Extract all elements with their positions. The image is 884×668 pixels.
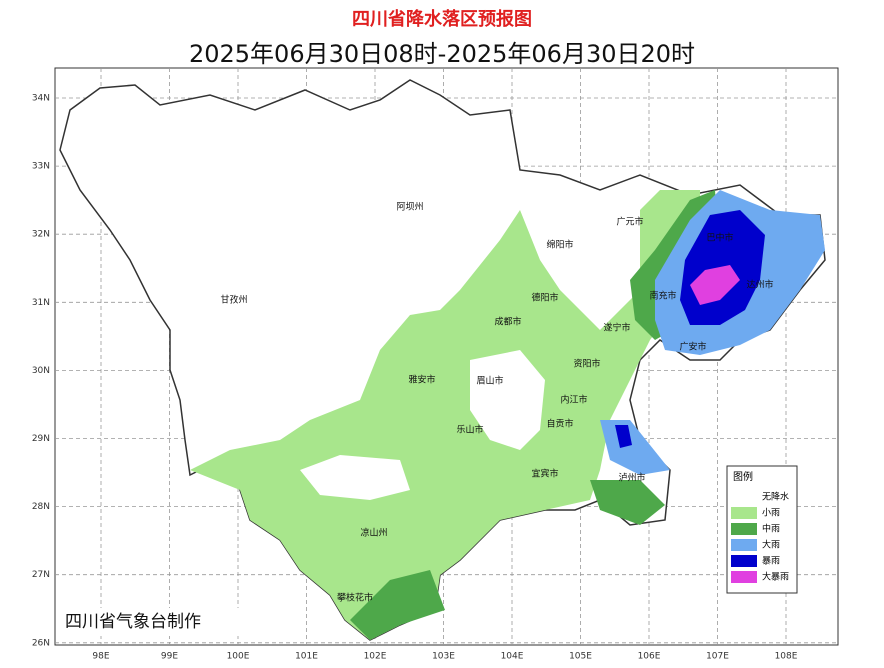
city-label: 阿坝州 bbox=[396, 202, 423, 213]
legend-swatch bbox=[731, 523, 757, 535]
legend-swatch bbox=[731, 539, 757, 551]
city-label: 凉山州 bbox=[360, 527, 387, 539]
credit: 四川省气象台制作 bbox=[65, 612, 201, 632]
legend-swatch bbox=[731, 555, 757, 567]
city-label: 巴中市 bbox=[706, 232, 733, 244]
city-label: 甘孜州 bbox=[220, 294, 247, 306]
legend-label: 无降水 bbox=[762, 491, 789, 503]
city-label: 宜宾市 bbox=[531, 468, 558, 480]
lon-label: 108E bbox=[775, 652, 798, 662]
no-rain-hole bbox=[300, 455, 410, 500]
lat-label: 30N bbox=[32, 366, 50, 376]
no-rain-hole bbox=[470, 350, 545, 450]
legend-swatch bbox=[731, 491, 757, 503]
lon-label: 99E bbox=[161, 652, 178, 662]
city-label: 遂宁市 bbox=[603, 322, 630, 334]
credit-bg bbox=[60, 608, 240, 636]
city-label: 达州市 bbox=[746, 279, 773, 291]
city-label: 南充市 bbox=[649, 290, 676, 302]
light-rain-area bbox=[190, 190, 700, 640]
lat-label: 31N bbox=[32, 298, 50, 308]
lon-label: 102E bbox=[364, 652, 387, 662]
city-label: 自贡市 bbox=[546, 418, 573, 430]
lon-label: 101E bbox=[295, 652, 318, 662]
city-label: 广安市 bbox=[679, 341, 706, 353]
lat-label: 28N bbox=[32, 502, 50, 512]
lon-label: 103E bbox=[432, 652, 455, 662]
title: 四川省降水落区预报图 bbox=[352, 8, 532, 30]
legend-label: 大雨 bbox=[762, 539, 780, 551]
legend-title: 图例 bbox=[733, 470, 753, 483]
lon-label: 107E bbox=[706, 652, 729, 662]
lon-label: 105E bbox=[569, 652, 592, 662]
lat-label: 29N bbox=[32, 434, 50, 444]
city-label: 泸州市 bbox=[618, 472, 645, 484]
lat-label: 32N bbox=[32, 230, 50, 240]
lon-label: 100E bbox=[227, 652, 250, 662]
lat-label: 33N bbox=[32, 162, 50, 172]
city-label: 广元市 bbox=[616, 216, 643, 228]
legend-swatch bbox=[731, 507, 757, 519]
lon-label: 104E bbox=[501, 652, 524, 662]
city-label: 德阳市 bbox=[531, 292, 558, 304]
city-label: 资阳市 bbox=[573, 358, 600, 370]
moderate-rain-area bbox=[350, 570, 445, 640]
city-label: 成都市 bbox=[494, 316, 521, 328]
city-label: 绵阳市 bbox=[546, 239, 573, 251]
lat-label: 27N bbox=[32, 570, 50, 580]
subtitle: 2025年06月30日08时-2025年06月30日20时 bbox=[189, 40, 695, 68]
moderate-rain-area bbox=[590, 480, 665, 525]
city-label: 内江市 bbox=[560, 394, 587, 406]
extreme-rainstorm-area bbox=[690, 265, 740, 305]
city-label: 雅安市 bbox=[408, 374, 435, 386]
lon-label: 98E bbox=[92, 652, 109, 662]
lat-label: 34N bbox=[32, 94, 50, 104]
lat-label: 26N bbox=[32, 638, 50, 648]
legend-label: 小雨 bbox=[762, 508, 780, 519]
legend-label: 中雨 bbox=[762, 523, 780, 535]
legend-label: 大暴雨 bbox=[762, 571, 789, 583]
rainstorm-area bbox=[615, 425, 632, 448]
city-label: 乐山市 bbox=[456, 424, 483, 436]
lon-label: 106E bbox=[638, 652, 661, 662]
city-label: 攀枝花市 bbox=[337, 592, 373, 604]
legend-swatch bbox=[731, 571, 757, 583]
city-label: 眉山市 bbox=[476, 375, 503, 387]
legend-label: 暴雨 bbox=[762, 556, 780, 567]
